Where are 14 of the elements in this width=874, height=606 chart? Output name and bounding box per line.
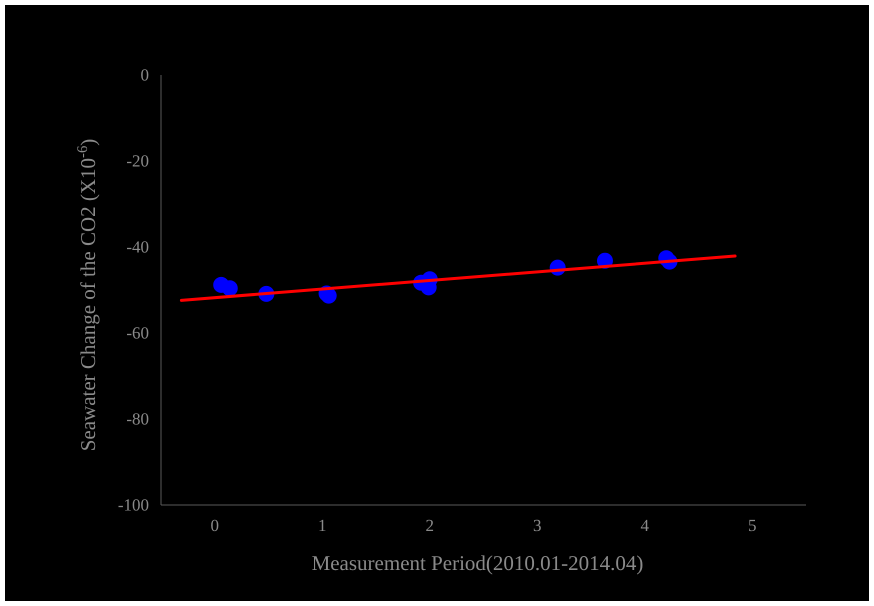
- y-tick-label: -100: [118, 495, 149, 514]
- x-tick-label: 1: [318, 516, 326, 536]
- y-tick-label: -80: [126, 409, 149, 428]
- x-tick-label: 2: [426, 516, 434, 536]
- y-tick-label: 0: [140, 65, 149, 84]
- point: [222, 280, 238, 296]
- y-tick-label: -20: [126, 151, 149, 170]
- x-tick-label: 0: [210, 516, 219, 536]
- x-axis-title: Measurement Period(2010.01-2014.04): [312, 551, 644, 575]
- y-tick-label: -40: [126, 237, 149, 256]
- y-tick-label: -60: [126, 323, 149, 342]
- x-tick-label: 3: [533, 516, 542, 536]
- x-tick-label: 4: [640, 516, 650, 536]
- x-tick-label: 5: [748, 516, 756, 536]
